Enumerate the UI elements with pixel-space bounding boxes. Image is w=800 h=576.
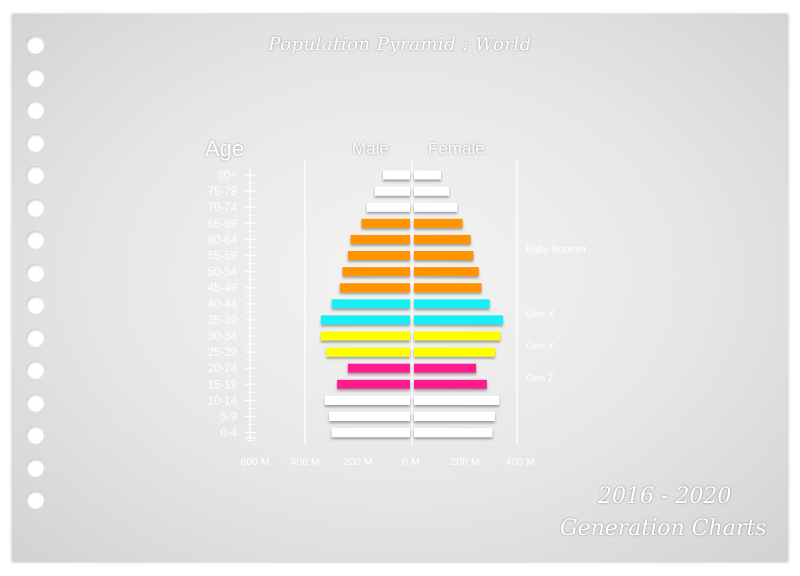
age-tick-label: 75-79 (208, 186, 237, 198)
x-tick-label: 200 M (343, 456, 372, 468)
bar-male (342, 267, 410, 277)
bar-female (414, 347, 495, 357)
generation-label: Gen X (526, 309, 555, 320)
bar-male (337, 379, 410, 389)
bar-male (374, 186, 410, 196)
age-tick-label: 15-19 (208, 379, 237, 391)
chart-title: Population Pyramid : World (268, 34, 532, 55)
age-header: Age (205, 136, 245, 161)
age-tick-label: 50-54 (208, 267, 238, 279)
bar-male (320, 315, 410, 325)
binder-hole (26, 296, 44, 314)
binder-hole (26, 263, 44, 282)
age-tick-label: 60-64 (208, 234, 238, 246)
age-tick-label: 70-74 (208, 202, 238, 214)
binder-hole (26, 426, 44, 444)
x-tick-label: 0 M (402, 456, 420, 468)
x-tick-label: 200 M (450, 456, 479, 468)
age-tick-label: 0-4 (220, 428, 237, 440)
bar-male (383, 170, 410, 180)
generation-label: Gen Y (526, 341, 554, 352)
bar-female (414, 363, 477, 373)
age-tick-label: 20-24 (208, 363, 238, 375)
binder-hole (26, 393, 44, 412)
age-tick-label: 80+ (217, 170, 237, 182)
binder-hole (26, 361, 44, 379)
binder-hole (26, 101, 44, 119)
binder-hole (26, 231, 44, 249)
bar-female (414, 202, 458, 212)
age-tick-label: 55-59 (208, 251, 237, 263)
bar-male (361, 218, 410, 228)
bar-male (320, 331, 410, 341)
bar-female (414, 251, 474, 260)
age-tick-label: 10-14 (208, 395, 238, 407)
binder-hole (26, 36, 44, 54)
bar-male (350, 234, 410, 244)
bar-male (347, 363, 410, 373)
x-tick-label: 600 M (240, 456, 269, 468)
bar-female (414, 186, 450, 196)
bar-female (414, 412, 495, 421)
footer-subtitle: Generation Charts (560, 516, 767, 541)
generation-label: Gen Z (526, 373, 554, 384)
age-tick-label: 5-9 (220, 412, 237, 424)
bar-female (414, 428, 493, 438)
binder-hole (26, 328, 44, 347)
bar-male (347, 251, 410, 260)
bar-female (414, 170, 441, 180)
age-tick-label: 40-44 (208, 299, 238, 311)
bar-female (414, 218, 463, 228)
binder-hole (26, 68, 44, 87)
bar-male (366, 202, 410, 212)
age-tick-label: 45-49 (208, 283, 237, 295)
bar-female (414, 234, 471, 244)
binder-hole (26, 198, 44, 217)
age-tick-label: 35-39 (208, 315, 237, 327)
x-tick-label: 400 M (505, 456, 534, 468)
bar-female (414, 395, 500, 405)
age-tick-label: 30-34 (208, 331, 238, 343)
age-tick-label: 65-69 (208, 218, 237, 230)
bar-female (414, 283, 482, 293)
bar-female (414, 315, 504, 325)
bar-male (329, 412, 410, 421)
male-header: Male (352, 139, 389, 158)
age-tick-label: 25-29 (208, 347, 237, 359)
x-tick-label: 400 M (290, 456, 319, 468)
footer-years: 2016 - 2020 (598, 484, 732, 509)
binder-hole (26, 166, 44, 184)
bar-female (414, 267, 479, 277)
bar-male (339, 283, 410, 293)
bar-female (414, 331, 501, 341)
bar-male (324, 395, 410, 405)
binder-hole (26, 458, 44, 477)
bar-male (326, 347, 410, 357)
bar-male (331, 428, 410, 438)
generation-label: Baby Boomer (526, 245, 587, 256)
bar-female (414, 299, 490, 309)
binder-hole (26, 133, 44, 152)
bar-female (414, 379, 487, 389)
binder-hole (26, 491, 44, 509)
bar-male (331, 299, 410, 309)
female-header: Female (428, 139, 485, 158)
